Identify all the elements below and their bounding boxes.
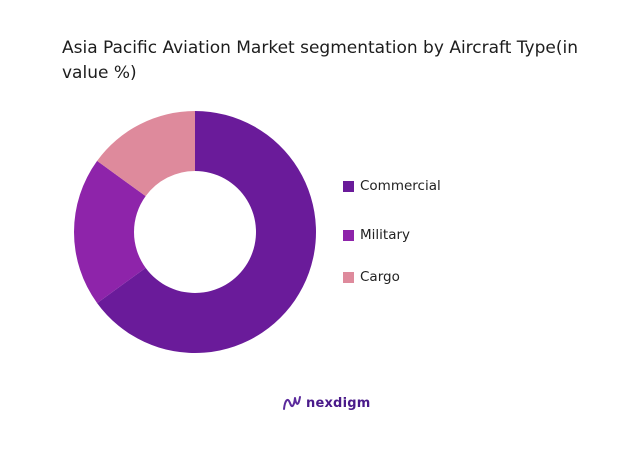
brand-logo: nexdigm: [282, 394, 370, 412]
nexdigm-logo-icon: [283, 396, 301, 410]
legend-swatch-commercial: [343, 180, 354, 192]
legend-label-military: Military: [360, 227, 411, 243]
slice-military: [74, 160, 146, 304]
slice-cargo: [97, 111, 195, 197]
legend-item-cargo: Cargo: [343, 269, 400, 285]
legend-label-commercial: Commercial: [360, 178, 441, 194]
legend-item-commercial: Commercial: [343, 178, 441, 194]
legend-label-cargo: Cargo: [360, 269, 400, 285]
legend-swatch-cargo: [343, 271, 354, 283]
legend-swatch-military: [343, 229, 354, 241]
brand-name: nexdigm: [306, 395, 371, 411]
legend-item-military: Military: [343, 227, 410, 243]
slice-commercial: [97, 111, 316, 353]
chart-title: Asia Pacific Aviation Market segmentatio…: [62, 38, 578, 83]
